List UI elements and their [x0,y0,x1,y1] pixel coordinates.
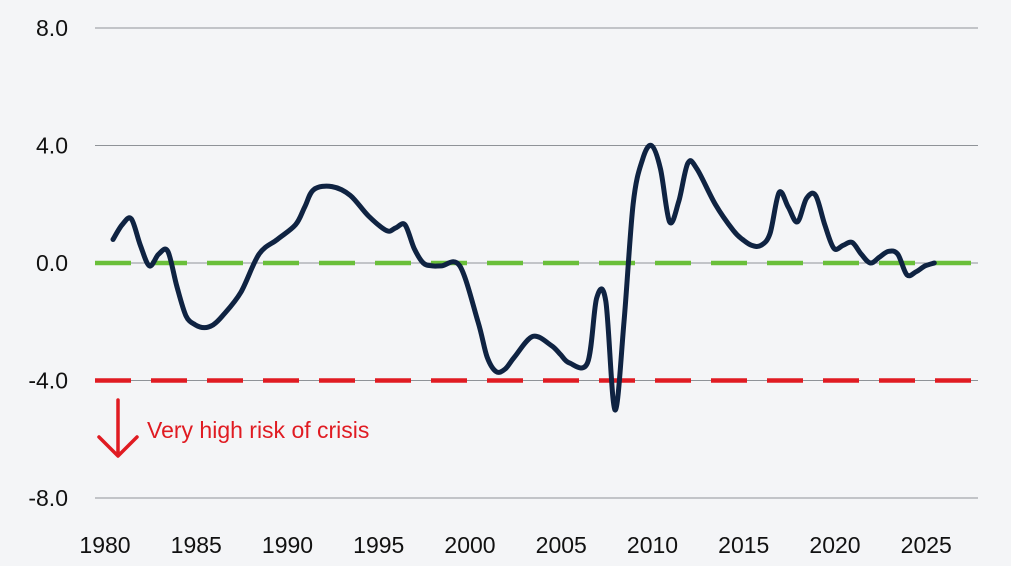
y-tick-label: -4.0 [28,368,68,394]
series-line [110,142,937,413]
x-tick-label: 2015 [718,532,769,558]
reference-lines [95,260,978,383]
y-tick-label: 8.0 [36,15,68,41]
y-tick-label: 0.0 [36,250,68,276]
x-tick-label: 1980 [79,532,130,558]
y-axis-labels: 8.0 4.0 0.0 -4.0 -8.0 [28,15,68,511]
x-tick-label: 1995 [353,532,404,558]
x-tick-label: 2000 [444,532,495,558]
x-tick-label: 1985 [171,532,222,558]
y-tick-label: 4.0 [36,133,68,159]
x-axis-labels: 1980 1985 1990 1995 2000 2005 2010 2015 2020 2025 [79,532,951,558]
x-tick-label: 2020 [809,532,860,558]
y-tick-label: -8.0 [28,485,68,511]
x-tick-label: 1990 [262,532,313,558]
x-tick-label: 2005 [536,532,587,558]
down-arrow-icon [97,398,139,458]
annotation-text: Very high risk of crisis [147,417,369,443]
x-tick-label: 2010 [627,532,678,558]
series-group [110,142,937,413]
annotation: Very high risk of crisis [97,398,369,458]
x-tick-label: 2025 [901,532,952,558]
